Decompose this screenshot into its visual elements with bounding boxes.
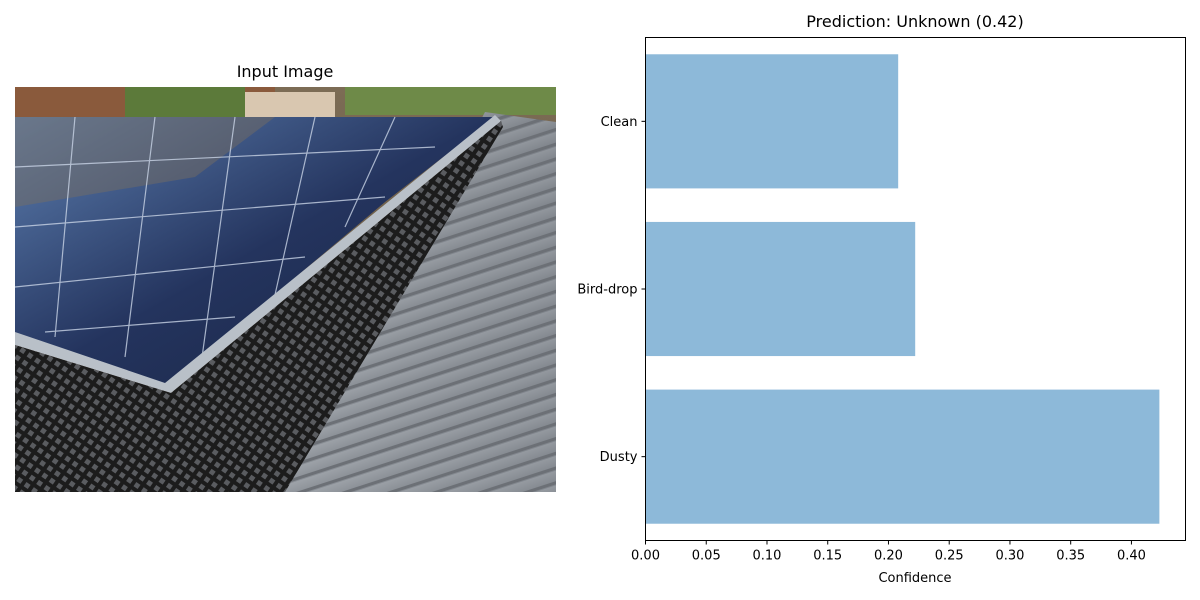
- y-tick-label: Dusty: [600, 450, 638, 465]
- x-tick-label: 0.20: [874, 549, 903, 564]
- x-axis-ticks: 0.00 0.05 0.10 0.15 0.20 0.25 0.30 0.35 0.40: [631, 540, 1146, 564]
- x-tick-label: 0.25: [935, 549, 964, 564]
- solar-panel-photo: [15, 87, 556, 492]
- bar-clean: [645, 54, 899, 189]
- x-tick-label: 0.30: [995, 549, 1024, 564]
- x-tick-label: 0.00: [631, 549, 660, 564]
- x-axis-label: Confidence: [878, 571, 951, 586]
- y-tick-label: Clean: [601, 115, 638, 130]
- y-axis-ticks: Clean Bird-drop Dusty: [577, 115, 646, 465]
- x-tick-label: 0.05: [692, 549, 721, 564]
- bar-bird-drop: [645, 221, 916, 357]
- chart-title: Prediction: Unknown (0.42): [806, 12, 1024, 31]
- x-tick-label: 0.15: [813, 549, 842, 564]
- x-tick-label: 0.40: [1117, 549, 1146, 564]
- x-tick-label: 0.10: [753, 549, 782, 564]
- bars-group: [645, 54, 1160, 524]
- bar-dusty: [645, 389, 1160, 524]
- x-tick-label: 0.35: [1056, 549, 1085, 564]
- y-tick-label: Bird-drop: [577, 283, 637, 298]
- plot-frame: [645, 37, 1186, 541]
- input-image-title: Input Image: [236, 62, 334, 81]
